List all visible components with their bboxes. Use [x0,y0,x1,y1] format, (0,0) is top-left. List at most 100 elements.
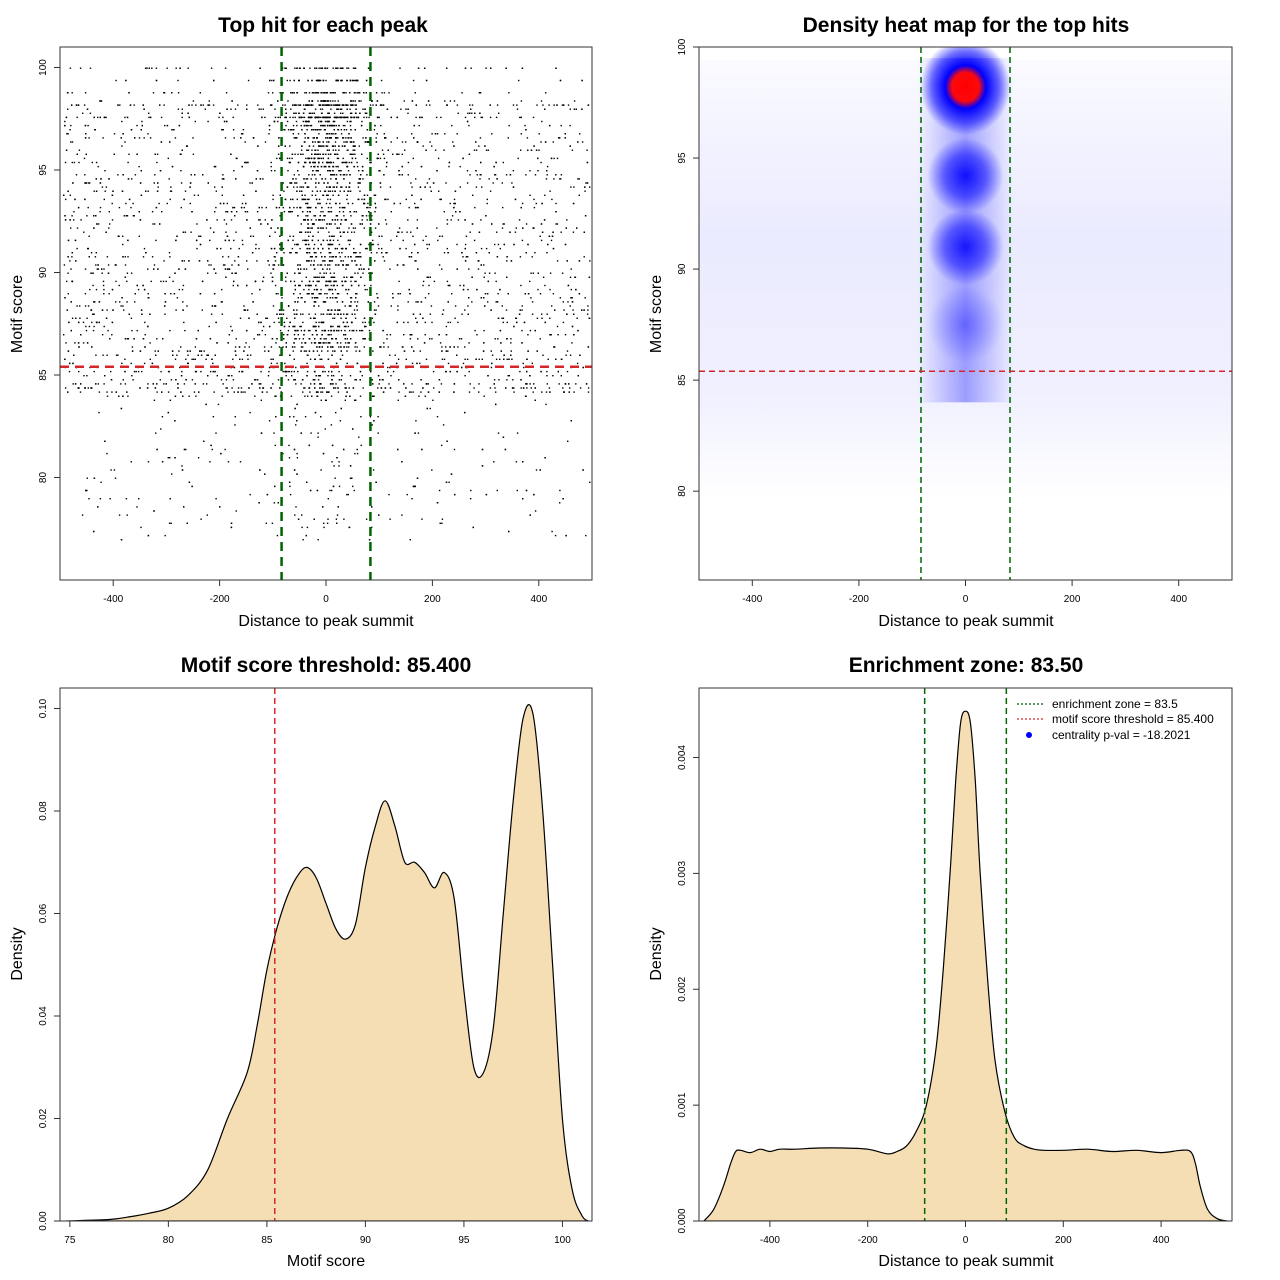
scatter-point [132,379,134,381]
scatter-point [469,174,471,176]
scatter-point [344,145,346,147]
scatter-point [357,79,359,82]
scatter-point [505,387,507,389]
scatter-point [338,485,341,488]
scatter-point [334,92,336,94]
scatter-point [274,170,276,172]
scatter-point [322,313,325,315]
scatter-point [368,329,371,332]
scatter-point [479,137,482,139]
scatter-point [127,256,129,258]
scatter-point [222,383,224,385]
scatter-point [338,145,340,147]
scatter-point [456,370,458,373]
scatter-point [138,235,140,237]
scatter-point [178,350,180,352]
scatter-point [270,362,273,365]
scatter-point [182,284,185,287]
scatter-point [474,116,476,119]
scatter-point [518,79,520,82]
scatter-point [542,354,544,356]
scatter-point [332,485,335,488]
scatter-point [297,161,300,164]
scatter-point [529,280,531,283]
scatter-point [242,243,244,246]
scatter-point [482,350,485,352]
scatter-point [70,301,72,303]
scatter-point [304,133,306,135]
scatter-point [159,170,162,172]
scatter-point [297,297,299,299]
scatter-point [359,92,361,94]
scatter-point [189,350,191,352]
scatter-point [323,272,325,274]
scatter-point [483,329,485,332]
scatter-point [416,477,419,479]
scatter-point [334,309,336,311]
scatter-point [104,375,106,377]
scatter-point [462,157,464,160]
scatter-point [415,420,417,422]
scatter-point [425,104,428,106]
scatter-point [329,92,332,94]
scatter-point [282,452,284,455]
scatter-point [336,301,338,303]
scatter-point [96,268,98,270]
scatter-point [306,124,308,127]
scatter-point [485,247,488,250]
scatter-point [503,223,505,225]
scatter-point [341,145,344,147]
scatter-point [431,338,433,340]
scatter-point [399,293,401,295]
scatter-point [323,165,326,168]
scatter-point [410,182,412,184]
scatter-point [332,92,334,94]
scatter-point [117,104,119,106]
scatter-point [532,391,534,393]
scatter-point [296,92,298,94]
scatter-point [161,391,163,393]
scatter-point [359,379,361,381]
scatter-point [168,522,171,524]
scatter-point [205,358,207,360]
scatter-point [317,100,319,102]
scatter-point [566,219,568,221]
scatter-point [405,358,407,360]
scatter-point [95,288,98,291]
scatter-point [226,387,228,389]
scatter-point [376,116,379,119]
scatter-point [214,305,217,307]
scatter-point [410,391,412,393]
scatter-point [268,133,270,135]
scatter-point [531,301,534,303]
scatter-point [321,178,323,180]
scatter-point [385,223,388,225]
scatter-point [464,247,466,250]
scatter-point [127,239,129,242]
scatter-point [340,235,342,237]
scatter-point [362,108,364,110]
scatter-point [551,530,553,533]
scatter-point [271,522,274,524]
scatter-point [565,227,567,229]
scatter-point [491,223,493,225]
scatter-point [488,272,491,274]
scatter-point [527,334,529,336]
scatter-point [340,108,343,110]
scatter-point [172,280,174,283]
scatter-point [327,190,330,192]
scatter-point [402,346,404,348]
scatter-point [139,219,142,221]
scatter-point [308,100,310,102]
scatter-point [321,256,323,258]
scatter-point [318,276,320,278]
scatter-point [556,325,559,328]
scatter-point [286,272,288,274]
scatter-point [546,174,548,176]
scatter-point [64,120,66,123]
scatter-point [445,481,448,483]
scatter-point [358,350,361,352]
scatter-point [388,493,390,496]
scatter-point [504,448,507,451]
scatter-point [329,243,331,246]
